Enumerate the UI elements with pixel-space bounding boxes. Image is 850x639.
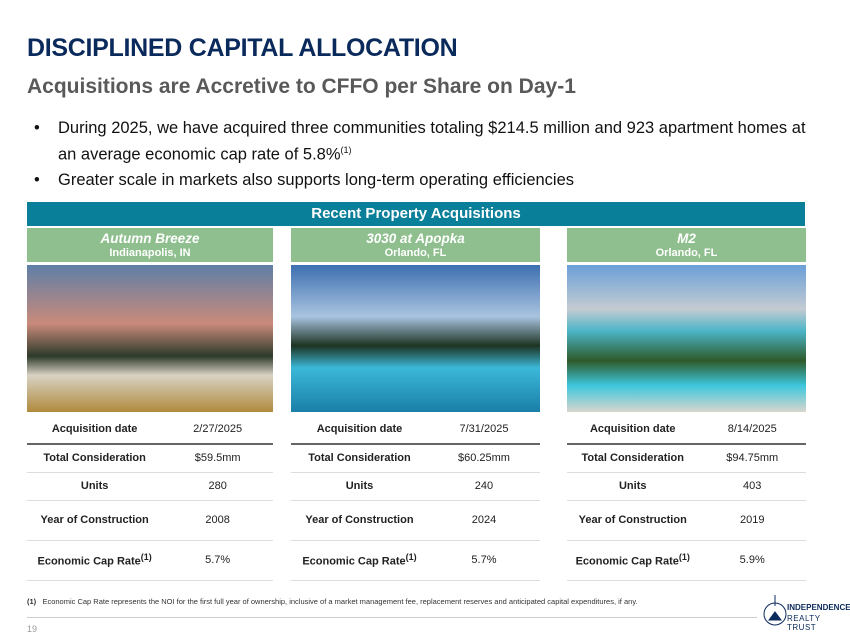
row-value: $94.75mm bbox=[698, 444, 806, 473]
page-title: DISCIPLINED CAPITAL ALLOCATION bbox=[27, 34, 458, 62]
table-row: Year of Construction 2019 bbox=[567, 500, 806, 541]
row-value: 2019 bbox=[698, 500, 806, 541]
table-row: Acquisition date 8/14/2025 bbox=[567, 414, 806, 445]
row-label: Acquisition date bbox=[567, 414, 699, 445]
row-value: 7/31/2025 bbox=[427, 414, 540, 445]
row-value: $59.5mm bbox=[162, 444, 273, 473]
table-row: Total Consideration $59.5mm bbox=[27, 444, 273, 473]
table-row: Acquisition date 7/31/2025 bbox=[291, 414, 540, 445]
row-value: 5.7% bbox=[427, 540, 540, 581]
row-label: Acquisition date bbox=[291, 414, 428, 445]
property-name: 3030 at Apopka bbox=[366, 231, 465, 246]
table-row: Units 403 bbox=[567, 472, 806, 501]
bullet-2: Greater scale in markets also supports l… bbox=[34, 169, 814, 191]
footnote-marker: (1) bbox=[27, 597, 37, 606]
table-row: Year of Construction 2008 bbox=[27, 500, 273, 541]
property-city: Orlando, FL bbox=[384, 247, 447, 259]
bullet-text: During 2025, we have acquired three comm… bbox=[58, 119, 806, 164]
page-number: 19 bbox=[27, 624, 38, 634]
footnote-ref: (1) bbox=[140, 552, 152, 563]
footnote-ref: (1) bbox=[678, 552, 690, 563]
row-label: Units bbox=[27, 472, 163, 501]
footnote-text: Economic Cap Rate represents the NOI for… bbox=[42, 597, 638, 606]
footnote-ref: (1) bbox=[340, 145, 352, 155]
logo-emblem-icon bbox=[763, 595, 787, 626]
row-label: Year of Construction bbox=[27, 500, 163, 541]
table-row: Economic Cap Rate(1) 5.7% bbox=[27, 540, 273, 581]
bullet-1: During 2025, we have acquired three comm… bbox=[34, 117, 814, 166]
label-text: Economic Cap Rate bbox=[575, 555, 679, 568]
table-row: Acquisition date 2/27/2025 bbox=[27, 414, 273, 445]
section-banner: Recent Property Acquisitions bbox=[27, 202, 805, 226]
row-value: 2/27/2025 bbox=[162, 414, 273, 445]
property-details-table: Acquisition date 8/14/2025 Total Consider… bbox=[567, 414, 806, 581]
property-city: Indianapolis, IN bbox=[109, 247, 191, 259]
row-label: Total Consideration bbox=[567, 444, 699, 473]
property-header: Autumn Breeze Indianapolis, IN bbox=[27, 228, 273, 262]
row-value: 5.7% bbox=[162, 540, 273, 581]
table-row: Year of Construction 2024 bbox=[291, 500, 540, 541]
label-text: Economic Cap Rate bbox=[302, 555, 406, 568]
property-header: 3030 at Apopka Orlando, FL bbox=[291, 228, 540, 262]
logo-text: INDEPENDENCE bbox=[787, 603, 850, 612]
footnote: (1) Economic Cap Rate represents the NOI… bbox=[27, 597, 638, 606]
bullet-text: Greater scale in markets also supports l… bbox=[58, 171, 575, 189]
row-label: Economic Cap Rate(1) bbox=[291, 540, 428, 581]
property-photo bbox=[27, 265, 273, 412]
row-value: 403 bbox=[698, 472, 806, 501]
label-text: Economic Cap Rate bbox=[37, 555, 141, 568]
table-row: Total Consideration $94.75mm bbox=[567, 444, 806, 473]
logo-text: REALTY TRUST bbox=[787, 614, 821, 632]
row-label: Acquisition date bbox=[27, 414, 163, 445]
row-label: Year of Construction bbox=[567, 500, 699, 541]
footnote-ref: (1) bbox=[405, 552, 417, 563]
row-label: Units bbox=[291, 472, 428, 501]
page-subtitle: Acquisitions are Accretive to CFFO per S… bbox=[27, 75, 576, 98]
row-value: 240 bbox=[427, 472, 540, 501]
property-city: Orlando, FL bbox=[655, 247, 718, 259]
row-label: Year of Construction bbox=[291, 500, 428, 541]
table-row: Total Consideration $60.25mm bbox=[291, 444, 540, 473]
property-details-table: Acquisition date 2/27/2025 Total Consider… bbox=[27, 414, 273, 581]
property-header: M2 Orlando, FL bbox=[567, 228, 806, 262]
row-label: Units bbox=[567, 472, 699, 501]
footer-divider bbox=[27, 617, 757, 618]
row-label: Total Consideration bbox=[27, 444, 163, 473]
row-value: 2008 bbox=[162, 500, 273, 541]
row-value: 5.9% bbox=[698, 540, 806, 581]
table-row: Units 280 bbox=[27, 472, 273, 501]
property-name: Autumn Breeze bbox=[100, 231, 200, 246]
row-value: 280 bbox=[162, 472, 273, 501]
property-photo bbox=[567, 265, 806, 412]
property-card: 3030 at Apopka Orlando, FL Acquisition da… bbox=[291, 228, 540, 581]
property-details-table: Acquisition date 7/31/2025 Total Consider… bbox=[291, 414, 540, 581]
property-photo bbox=[291, 265, 540, 412]
row-label: Economic Cap Rate(1) bbox=[27, 540, 163, 581]
table-row: Economic Cap Rate(1) 5.9% bbox=[567, 540, 806, 581]
row-label: Economic Cap Rate(1) bbox=[567, 540, 699, 581]
property-card: Autumn Breeze Indianapolis, IN Acquisitio… bbox=[27, 228, 273, 581]
property-name: M2 bbox=[677, 231, 696, 246]
row-label: Total Consideration bbox=[291, 444, 428, 473]
row-value: 8/14/2025 bbox=[698, 414, 806, 445]
company-logo: INDEPENDENCE REALTY TRUST bbox=[763, 592, 850, 632]
table-row: Units 240 bbox=[291, 472, 540, 501]
row-value: 2024 bbox=[427, 500, 540, 541]
property-card: M2 Orlando, FL Acquisition date 8/14/2025 … bbox=[567, 228, 806, 581]
row-value: $60.25mm bbox=[427, 444, 540, 473]
table-row: Economic Cap Rate(1) 5.7% bbox=[291, 540, 540, 581]
